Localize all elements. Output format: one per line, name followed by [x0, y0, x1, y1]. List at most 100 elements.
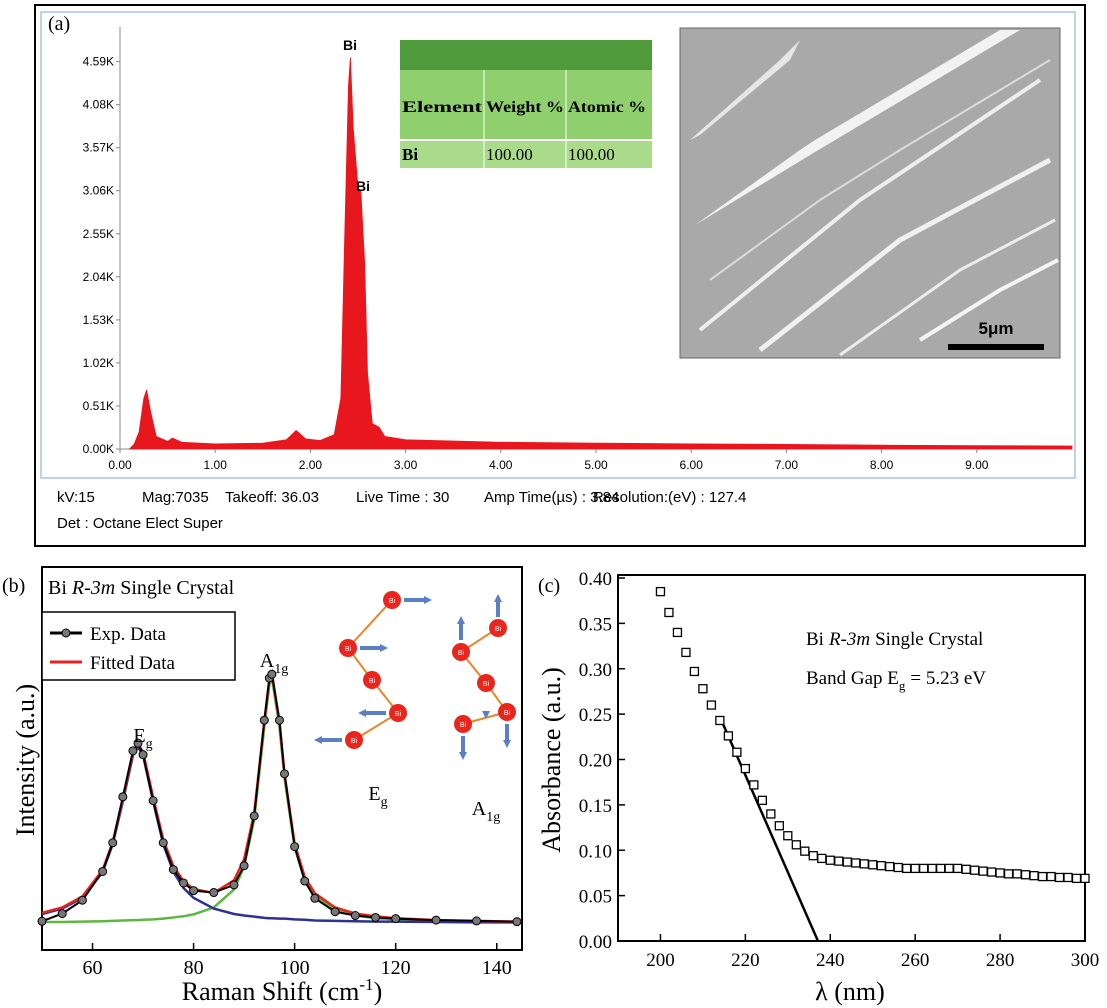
data-point	[877, 862, 885, 870]
data-point	[275, 716, 283, 724]
data-point	[250, 812, 258, 820]
text-part: Single Crystal	[120, 577, 234, 599]
data-point	[903, 864, 911, 872]
data-point	[311, 894, 319, 902]
acquisition-info: Live Time : 30	[356, 489, 449, 506]
data-point	[1064, 873, 1072, 881]
acquisition-info: Resolution:(eV) : 127.4	[593, 489, 746, 506]
data-point	[371, 913, 379, 921]
data-point	[962, 865, 970, 873]
y-tick-label: 2.55K	[83, 227, 114, 241]
data-point	[792, 841, 800, 849]
acquisition-info: Takeoff: 36.03	[225, 489, 319, 506]
x-tick-label: 140	[482, 957, 512, 979]
data-point	[690, 667, 698, 675]
y-tick-label: 0.00K	[83, 442, 114, 456]
atom-label: Bi	[460, 722, 467, 729]
x-tick-label: 5.00	[584, 458, 608, 472]
atom-label: Bi	[458, 650, 465, 657]
data-point	[281, 770, 289, 778]
x-tick-label: 280	[986, 950, 1015, 971]
data-point	[159, 839, 167, 847]
data-point	[656, 588, 664, 596]
data-point	[1005, 870, 1013, 878]
data-point	[809, 852, 817, 860]
data-point	[38, 917, 46, 925]
x-tick-label: 80	[184, 957, 204, 979]
y-tick-label: 0.05	[579, 887, 612, 908]
data-point	[301, 877, 309, 885]
data-point	[843, 858, 851, 866]
x-tick-label: 7.00	[775, 458, 799, 472]
text-part: g	[899, 678, 906, 693]
y-tick-label: 1.53K	[83, 313, 114, 327]
text-part: 1g	[274, 662, 288, 677]
y-tick-label: 0.10	[579, 841, 612, 862]
y-tick-label: 2.04K	[83, 270, 114, 284]
data-point	[724, 732, 732, 740]
acquisition-info: Det : Octane Elect Super	[57, 515, 223, 532]
panel-label: (b)	[2, 575, 25, 597]
data-point	[750, 781, 758, 789]
legend-marker	[62, 629, 70, 637]
acquisition-info: kV:15	[57, 489, 95, 506]
data-point	[392, 915, 400, 923]
data-point	[210, 889, 218, 897]
figure: 5μm BiBiBiBiBiBiBiBiBiBi (a)0.00K0.51K1.…	[0, 0, 1107, 1008]
text-part: )	[374, 977, 383, 1006]
y-tick-label: 0.51K	[83, 399, 114, 413]
data-point	[190, 887, 198, 895]
data-point	[260, 716, 268, 724]
x-tick-label: 120	[381, 957, 411, 979]
data-point	[801, 847, 809, 855]
data-point	[920, 864, 928, 872]
y-tick-label: 4.08K	[83, 98, 114, 112]
data-point	[971, 866, 979, 874]
data-point	[741, 765, 749, 773]
acquisition-info: Mag:7035	[142, 489, 209, 506]
text-part: Bi	[806, 629, 824, 650]
x-tick-label: 9.00	[965, 458, 989, 472]
peak-label: A1g	[472, 798, 500, 825]
atom-label: Bi	[495, 626, 502, 633]
y-tick-label: 3.06K	[83, 184, 114, 198]
data-point	[240, 862, 248, 870]
data-point	[665, 608, 673, 616]
atom-label: Bi	[395, 711, 402, 718]
data-point	[733, 748, 741, 756]
data-point	[351, 912, 359, 920]
x-tick-label: 260	[901, 950, 930, 971]
table-header: Weight %	[486, 99, 564, 116]
data-point	[775, 822, 783, 830]
x-axis-label: Raman Shift (cm-1)	[182, 975, 382, 1006]
atom-label: Bi	[369, 678, 376, 685]
data-point	[513, 918, 521, 926]
x-tick-label: 4.00	[489, 458, 513, 472]
text-part: E	[368, 783, 380, 805]
data-point	[835, 857, 843, 865]
y-tick-label: 4.59K	[83, 55, 114, 69]
text-part: -1	[359, 975, 373, 994]
x-tick-label: 60	[83, 957, 103, 979]
data-point	[78, 896, 86, 904]
x-tick-label: 2.00	[299, 458, 323, 472]
data-point	[1022, 871, 1030, 879]
data-point	[886, 863, 894, 871]
x-tick-label: 240	[816, 950, 845, 971]
text-part: E	[133, 725, 145, 747]
data-point	[988, 868, 996, 876]
data-point	[716, 716, 724, 724]
peak-label: Eg	[368, 783, 387, 810]
data-point	[230, 881, 238, 889]
data-point	[109, 839, 117, 847]
text-part: Band Gap E	[806, 668, 899, 689]
data-point	[945, 864, 953, 872]
y-tick-label: 1.02K	[83, 356, 114, 370]
data-point	[1056, 873, 1064, 881]
data-point	[852, 859, 860, 867]
data-point	[954, 864, 962, 872]
series-line	[42, 673, 517, 922]
atom-label: Bi	[483, 681, 490, 688]
panel-label: (c)	[538, 575, 560, 597]
text-part: R-3m	[71, 577, 115, 599]
